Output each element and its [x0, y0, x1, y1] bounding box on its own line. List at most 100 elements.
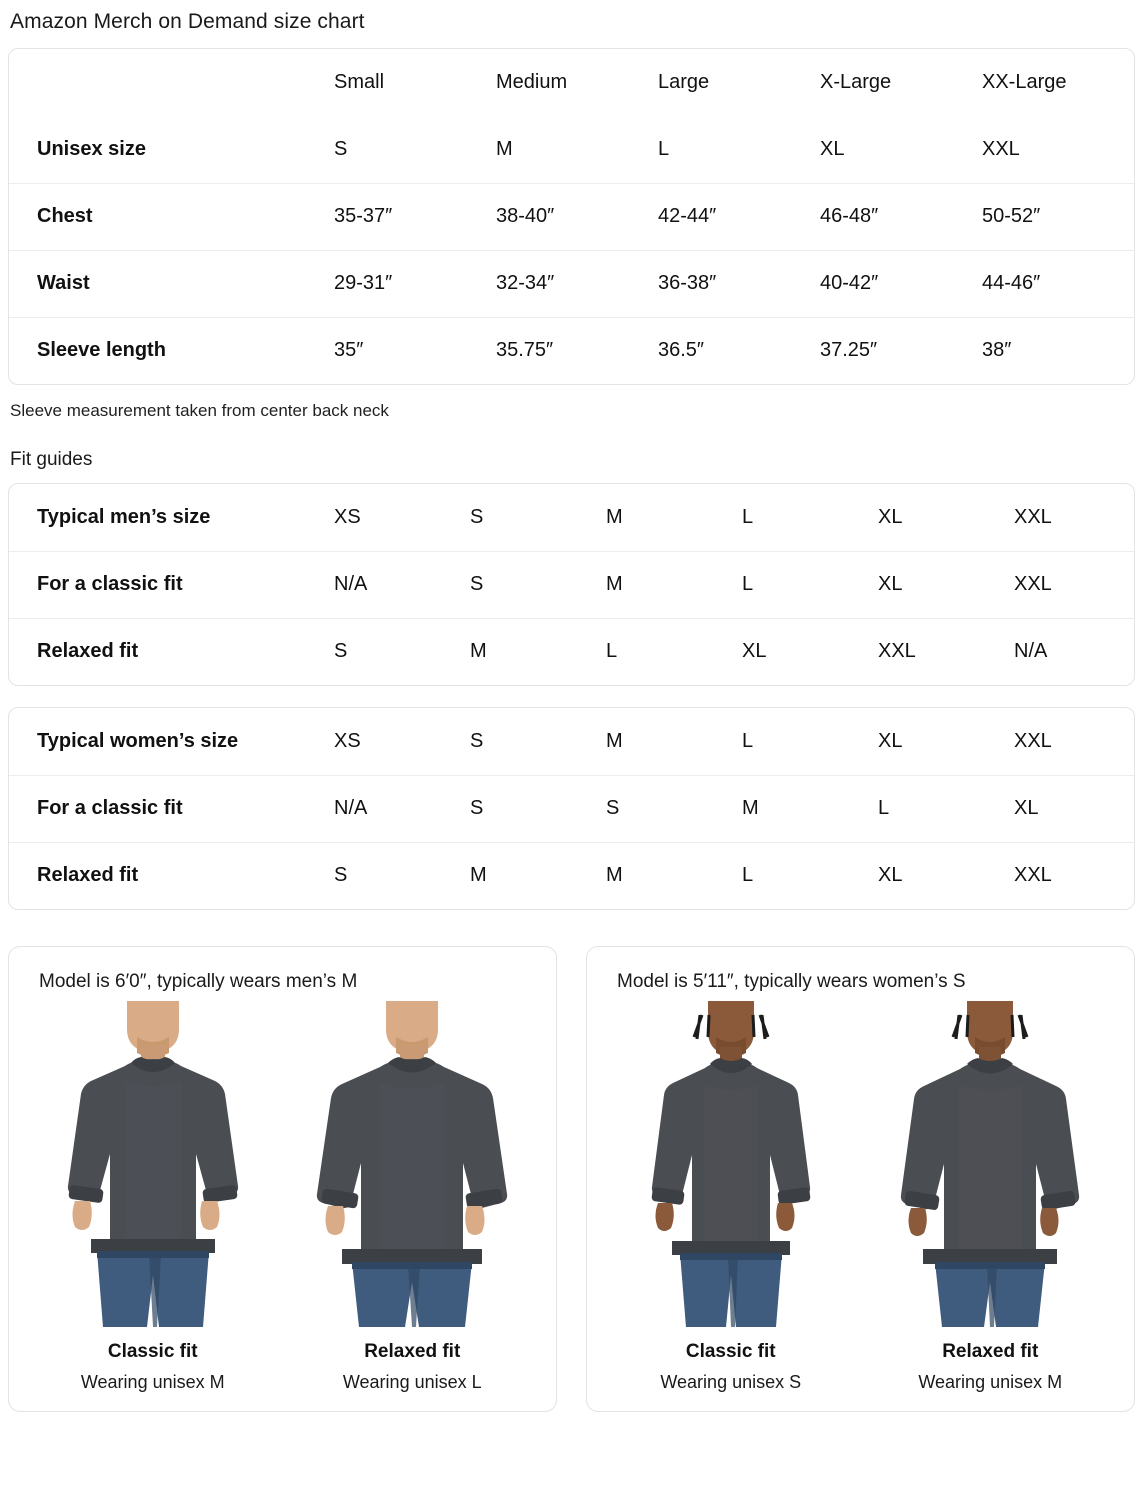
cell-unisex-large: L — [658, 137, 670, 160]
row-label-chest: Chest — [9, 182, 334, 250]
table-row: Sleeve length 35″ 35.75″ 36.5″ 37.25″ 38… — [9, 316, 1134, 384]
row-label-typical-mens-size: Typical men’s size — [37, 505, 211, 528]
table-row: Typical women’s size XS S M L XL XXL — [9, 708, 1134, 775]
cell-mens-classic-4: L — [742, 550, 878, 618]
page-title: Amazon Merch on Demand size chart — [10, 10, 365, 33]
womens-classic-photo — [605, 1001, 857, 1331]
cell-unisex-xxlarge: XXL — [982, 137, 1020, 160]
cell-mens-relaxed-1: S — [334, 617, 470, 685]
mens-classic-fit-label: Classic fit — [107, 1341, 198, 1362]
mens-relaxed-photo — [287, 1001, 539, 1331]
cell-chest-small: 35-37″ — [334, 182, 496, 250]
cell-mens-typical-5: XL — [878, 505, 903, 528]
table-row: Relaxed fit S M M L XL XXL — [9, 841, 1134, 909]
header-cell-small: Small — [334, 71, 385, 93]
male-model-classic-illustration — [67, 1001, 238, 1327]
cell-mens-classic-2: S — [470, 550, 606, 618]
cell-mens-classic-1: N/A — [334, 550, 470, 618]
cell-sleeve-xlarge: 37.25″ — [820, 316, 982, 384]
womens-relaxed-figure-column: Relaxed fit Wearing unisex M — [865, 1001, 1117, 1393]
table-row: For a classic fit N/A S S M L XL — [9, 774, 1134, 842]
cell-mens-typical-4: L — [742, 505, 754, 528]
womens-model-card: Model is 5′11″, typically wears women’s … — [586, 946, 1135, 1412]
cell-womens-typical-2: S — [470, 729, 484, 752]
cell-womens-classic-5: L — [878, 774, 1014, 842]
cell-womens-relaxed-2: M — [470, 841, 606, 909]
cell-chest-xlarge: 46-48″ — [820, 182, 982, 250]
cell-womens-classic-1: N/A — [334, 774, 470, 842]
row-label-womens-relaxed-fit: Relaxed fit — [9, 841, 334, 909]
cell-chest-medium: 38-40″ — [496, 182, 658, 250]
cell-womens-typical-3: M — [606, 729, 623, 752]
row-label-waist: Waist — [9, 249, 334, 317]
cell-mens-relaxed-2: M — [470, 617, 606, 685]
female-model-relaxed-illustration — [901, 1001, 1080, 1327]
womens-model-caption: Model is 5′11″, typically wears women’s … — [617, 971, 966, 992]
cell-sleeve-large: 36.5″ — [658, 316, 820, 384]
table-spacer — [8, 686, 1135, 707]
womens-fit-guide-card: Typical women’s size XS S M L XL XXL For… — [8, 707, 1135, 910]
mens-fit-guide-card: Typical men’s size XS S M L XL XXL For a… — [8, 483, 1135, 686]
cell-sleeve-small: 35″ — [334, 316, 496, 384]
female-model-classic-illustration — [651, 1001, 811, 1327]
cell-waist-xxlarge: 44-46″ — [982, 249, 1134, 317]
cell-womens-relaxed-5: XL — [878, 841, 1014, 909]
cell-mens-typical-6: XXL — [1014, 505, 1052, 528]
row-label-womens-classic-fit: For a classic fit — [9, 774, 334, 842]
table-row: For a classic fit N/A S M L XL XXL — [9, 550, 1134, 618]
cell-womens-relaxed-1: S — [334, 841, 470, 909]
womens-classic-fit-label: Classic fit — [685, 1341, 776, 1362]
cell-sleeve-medium: 35.75″ — [496, 316, 658, 384]
cell-womens-classic-3: S — [606, 774, 742, 842]
mens-model-figures: Classic fit Wearing unisex M — [27, 1001, 538, 1393]
header-cell-medium: Medium — [496, 71, 568, 93]
fit-guides-label: Fit guides — [10, 449, 93, 470]
cell-womens-relaxed-3: M — [606, 841, 742, 909]
header-cell-large: Large — [658, 71, 710, 93]
mens-classic-wearing-label: Wearing unisex M — [80, 1372, 225, 1392]
cell-unisex-xlarge: XL — [820, 137, 845, 160]
cell-womens-classic-2: S — [470, 774, 606, 842]
cell-waist-medium: 32-34″ — [496, 249, 658, 317]
row-label-mens-relaxed-fit: Relaxed fit — [9, 617, 334, 685]
cell-womens-classic-4: M — [742, 774, 878, 842]
mens-relaxed-fit-label: Relaxed fit — [364, 1341, 461, 1362]
row-label-unisex-size: Unisex size — [37, 137, 146, 160]
cell-mens-typical-2: S — [470, 505, 484, 528]
main-size-table-card: Small Medium Large X-Large XX-Large Unis… — [8, 48, 1135, 385]
cell-mens-typical-3: M — [606, 505, 623, 528]
cell-waist-large: 36-38″ — [658, 249, 820, 317]
mens-classic-photo — [27, 1001, 279, 1331]
mens-relaxed-wearing-label: Wearing unisex L — [342, 1372, 482, 1392]
cell-chest-large: 42-44″ — [658, 182, 820, 250]
table-row: Waist 29-31″ 32-34″ 36-38″ 40-42″ 44-46″ — [9, 249, 1134, 317]
mens-fit-guide-table: Typical men’s size XS S M L XL XXL For a… — [9, 484, 1134, 685]
model-cards-row: Model is 6′0″, typically wears men’s M — [8, 946, 1135, 1412]
sleeve-measurement-note: Sleeve measurement taken from center bac… — [10, 401, 389, 420]
cell-waist-xlarge: 40-42″ — [820, 249, 982, 317]
mens-classic-figure-column: Classic fit Wearing unisex M — [27, 1001, 279, 1393]
womens-fit-guide-table: Typical women’s size XS S M L XL XXL For… — [9, 708, 1134, 909]
table-row: Unisex size S M L XL XXL — [9, 116, 1134, 183]
cell-womens-typical-1: XS — [334, 729, 361, 752]
cell-womens-typical-6: XXL — [1014, 729, 1052, 752]
table-header-row: Small Medium Large X-Large XX-Large — [9, 49, 1134, 116]
womens-model-figures: Classic fit Wearing unisex S — [605, 1001, 1116, 1393]
cell-unisex-medium: M — [496, 137, 513, 160]
row-label-mens-classic-fit: For a classic fit — [9, 550, 334, 618]
header-cell-xlarge: X-Large — [820, 71, 892, 93]
cell-mens-relaxed-3: L — [606, 617, 742, 685]
cell-mens-relaxed-4: XL — [742, 617, 878, 685]
main-size-table: Small Medium Large X-Large XX-Large Unis… — [9, 49, 1134, 384]
cell-waist-small: 29-31″ — [334, 249, 496, 317]
cell-womens-typical-5: XL — [878, 729, 903, 752]
womens-relaxed-wearing-label: Wearing unisex M — [918, 1372, 1063, 1392]
header-cell-blank — [9, 49, 334, 116]
mens-relaxed-figure-column: Relaxed fit Wearing unisex L — [287, 1001, 539, 1393]
table-row: Relaxed fit S M L XL XXL N/A — [9, 617, 1134, 685]
womens-classic-wearing-label: Wearing unisex S — [660, 1372, 802, 1392]
row-label-sleeve-length: Sleeve length — [9, 316, 334, 384]
cell-mens-classic-6: XXL — [1014, 550, 1134, 618]
womens-relaxed-fit-label: Relaxed fit — [942, 1341, 1039, 1362]
